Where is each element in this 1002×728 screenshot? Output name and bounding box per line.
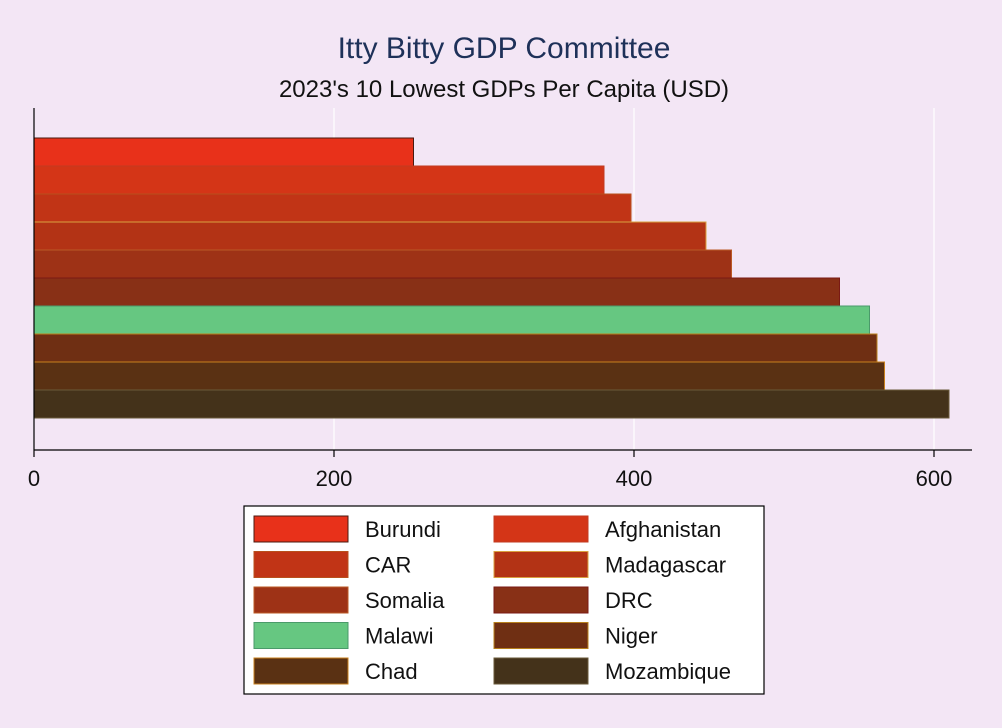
legend-swatch-mozambique bbox=[493, 657, 589, 685]
legend-swatch-drc bbox=[493, 586, 589, 614]
axes bbox=[33, 108, 972, 451]
legend-swatch-malawi bbox=[253, 622, 349, 649]
legend-swatch-madagascar bbox=[493, 551, 589, 578]
legend-swatch-niger bbox=[493, 622, 589, 649]
legend-label-malawi: Malawi bbox=[365, 624, 433, 649]
legend-label-somalia: Somalia bbox=[365, 588, 445, 613]
legend-label-afghanistan: Afghanistan bbox=[605, 517, 721, 542]
legend-swatch-afghanistan bbox=[493, 515, 589, 543]
bar-afghanistan bbox=[33, 165, 605, 195]
legend-entries: Burundi Afghanistan CAR Madagascar Somalia DR… bbox=[253, 515, 731, 685]
chart-title: Itty Bitty GDP Committee bbox=[338, 32, 671, 65]
legend-swatch-somalia bbox=[253, 586, 349, 614]
bar-drc bbox=[33, 277, 840, 307]
legend-swatch-burundi bbox=[253, 515, 349, 543]
bars bbox=[33, 137, 950, 419]
x-tick-label-400: 400 bbox=[616, 466, 653, 491]
bar-madagascar bbox=[33, 221, 707, 251]
legend-label-burundi: Burundi bbox=[365, 517, 441, 542]
bar-niger bbox=[33, 333, 878, 363]
legend-label-mozambique: Mozambique bbox=[605, 659, 731, 684]
x-tick-label-200: 200 bbox=[316, 466, 353, 491]
chart-subtitle: 2023's 10 Lowest GDPs Per Capita (USD) bbox=[279, 76, 729, 103]
bar-burundi bbox=[33, 137, 414, 167]
bar-somalia bbox=[33, 249, 732, 279]
legend-swatch-chad bbox=[253, 657, 349, 685]
legend: Burundi Afghanistan CAR Madagascar Somalia DR… bbox=[243, 505, 765, 695]
x-tick-labels: 0 200 400 600 bbox=[28, 450, 952, 491]
legend-label-chad: Chad bbox=[365, 659, 418, 684]
legend-swatch-car bbox=[253, 551, 349, 578]
x-tick-label-0: 0 bbox=[28, 466, 40, 491]
legend-label-car: CAR bbox=[365, 553, 411, 578]
legend-label-madagascar: Madagascar bbox=[605, 553, 726, 578]
bar-mozambique bbox=[33, 389, 950, 419]
bar-car bbox=[33, 193, 632, 223]
bar-chad bbox=[33, 361, 885, 391]
legend-label-drc: DRC bbox=[605, 588, 653, 613]
x-tick-label-600: 600 bbox=[916, 466, 953, 491]
bar-malawi bbox=[33, 305, 870, 335]
legend-label-niger: Niger bbox=[605, 624, 658, 649]
